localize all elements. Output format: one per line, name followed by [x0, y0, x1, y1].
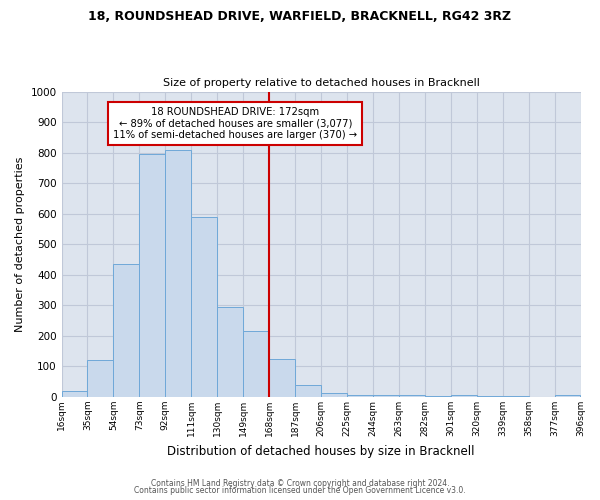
- Bar: [217, 307, 243, 397]
- Bar: [166, 150, 191, 397]
- Bar: [451, 396, 477, 397]
- Bar: [399, 396, 425, 397]
- Bar: [269, 359, 295, 397]
- Bar: [243, 332, 269, 397]
- Bar: [477, 396, 503, 397]
- Bar: [191, 217, 217, 397]
- Bar: [425, 396, 451, 397]
- Bar: [62, 391, 88, 397]
- X-axis label: Distribution of detached houses by size in Bracknell: Distribution of detached houses by size …: [167, 444, 475, 458]
- Y-axis label: Number of detached properties: Number of detached properties: [15, 156, 25, 332]
- Title: Size of property relative to detached houses in Bracknell: Size of property relative to detached ho…: [163, 78, 479, 88]
- Bar: [139, 154, 166, 397]
- Bar: [321, 393, 347, 397]
- Bar: [88, 360, 113, 397]
- Bar: [503, 396, 529, 397]
- Bar: [373, 396, 399, 397]
- Text: 18 ROUNDSHEAD DRIVE: 172sqm
← 89% of detached houses are smaller (3,077)
11% of : 18 ROUNDSHEAD DRIVE: 172sqm ← 89% of det…: [113, 107, 358, 140]
- Text: 18, ROUNDSHEAD DRIVE, WARFIELD, BRACKNELL, RG42 3RZ: 18, ROUNDSHEAD DRIVE, WARFIELD, BRACKNEL…: [88, 10, 512, 23]
- Text: Contains HM Land Registry data © Crown copyright and database right 2024.: Contains HM Land Registry data © Crown c…: [151, 478, 449, 488]
- Bar: [295, 385, 321, 397]
- Text: Contains public sector information licensed under the Open Government Licence v3: Contains public sector information licen…: [134, 486, 466, 495]
- Bar: [347, 394, 373, 397]
- Bar: [554, 394, 580, 397]
- Bar: [113, 264, 139, 397]
